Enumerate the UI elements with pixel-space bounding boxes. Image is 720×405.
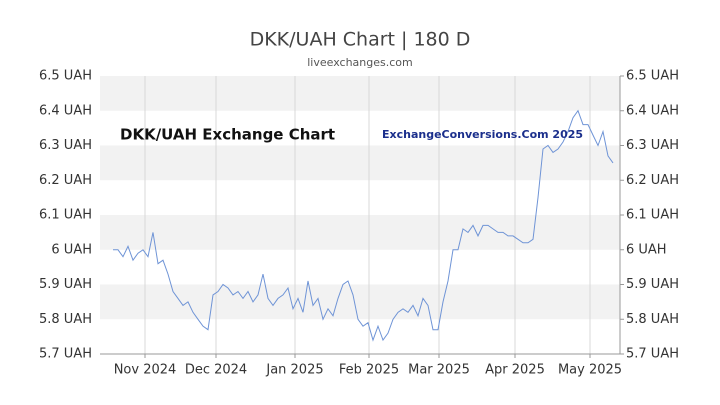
y2-tick-label: 6.4 UAH bbox=[626, 103, 679, 118]
grid-band bbox=[100, 284, 620, 320]
y-tick-label: 5.7 UAH bbox=[39, 347, 92, 362]
y-tick-label: 6 UAH bbox=[51, 242, 92, 257]
chart-subtitle: liveexchanges.com bbox=[307, 56, 412, 69]
x-tick-label: Dec 2024 bbox=[185, 363, 247, 378]
y2-tick-label: 5.8 UAH bbox=[626, 312, 679, 327]
grid-band bbox=[100, 215, 620, 250]
y2-tick-label: 5.7 UAH bbox=[626, 347, 679, 362]
grid-bands bbox=[100, 76, 620, 354]
y2-tick-label: 6 UAH bbox=[626, 242, 667, 257]
y-tick-label: 6.2 UAH bbox=[39, 173, 92, 188]
x-tick-label: Mar 2025 bbox=[408, 363, 470, 378]
x-tick-label: Nov 2024 bbox=[114, 363, 177, 378]
grid-band bbox=[100, 76, 620, 111]
y-tick-label: 6.1 UAH bbox=[39, 208, 92, 223]
y2-tick-label: 6.5 UAH bbox=[626, 69, 679, 84]
grid-band bbox=[100, 145, 620, 181]
y-tick-label: 5.8 UAH bbox=[39, 312, 92, 327]
y-tick-label: 5.9 UAH bbox=[39, 277, 92, 292]
y-tick-label: 6.4 UAH bbox=[39, 103, 92, 118]
y2-tick-label: 6.3 UAH bbox=[626, 138, 679, 153]
y2-tick-label: 6.2 UAH bbox=[626, 173, 679, 188]
annotation: ExchangeConversions.Com 2025 bbox=[382, 128, 583, 141]
y2-tick-label: 6.1 UAH bbox=[626, 208, 679, 223]
x-tick-label: Feb 2025 bbox=[339, 363, 399, 378]
x-tick-label: Jan 2025 bbox=[265, 363, 323, 378]
y-tick-label: 6.5 UAH bbox=[39, 69, 92, 84]
annotation: DKK/UAH Exchange Chart bbox=[120, 126, 335, 144]
x-tick-label: May 2025 bbox=[558, 363, 622, 378]
chart-title: DKK/UAH Chart | 180 D bbox=[250, 29, 471, 51]
plot bbox=[113, 109, 614, 342]
x-tick-label: Apr 2025 bbox=[485, 363, 545, 378]
y2-tick-label: 5.9 UAH bbox=[626, 277, 679, 292]
y-tick-label: 6.3 UAH bbox=[39, 138, 92, 153]
line-series bbox=[113, 109, 614, 342]
